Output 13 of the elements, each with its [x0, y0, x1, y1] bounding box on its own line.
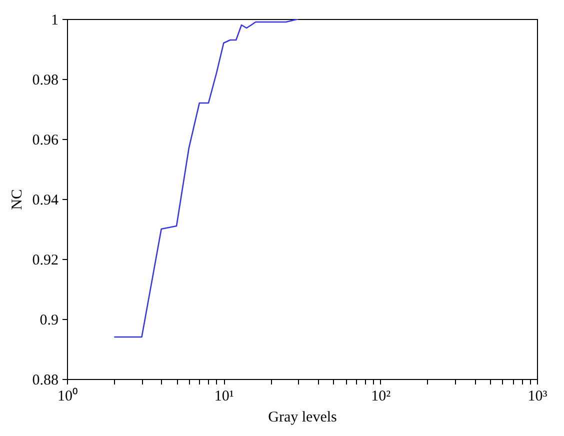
x-tick-label: 10³ [528, 388, 548, 404]
y-tick-label: 0.94 [32, 192, 59, 208]
y-tick-label: 0.98 [32, 72, 58, 88]
y-tick-label: 0.96 [32, 132, 59, 148]
y-axis-title: NC [9, 189, 26, 210]
x-tick-label: 10² [371, 388, 392, 404]
x-tick-label: 10¹ [214, 388, 234, 404]
y-tick-label: 0.9 [40, 312, 58, 328]
y-tick-label: 0.92 [32, 252, 58, 268]
y-tick-label: 0.88 [32, 372, 58, 388]
x-axis-title: Gray levels [268, 410, 338, 426]
y-tick-label: 1 [51, 12, 58, 28]
x-tick-label: 10⁰ [58, 388, 78, 404]
